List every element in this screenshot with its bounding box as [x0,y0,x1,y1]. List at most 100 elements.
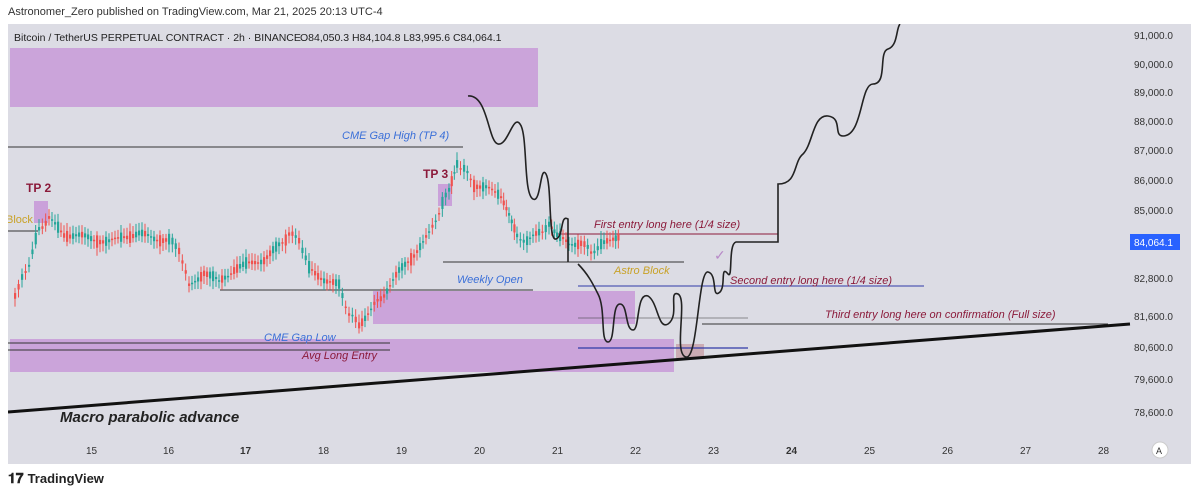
candle-body [358,322,361,329]
candle-body [529,237,532,240]
check-icon: ✓ [714,247,726,263]
x-tick-label: 18 [318,446,330,457]
candle-body [456,160,459,168]
demand-zone-mid [373,291,635,324]
candle-body [99,239,102,245]
candle-body [444,192,447,198]
candle-body [401,263,404,271]
candle-body [532,234,535,237]
x-tick-label: 15 [86,446,98,457]
chart-area[interactable]: Bitcoin / TetherUS PERPETUAL CONTRACT · … [6,23,1191,464]
x-tick-label: 23 [708,446,720,457]
candle-body [526,236,529,246]
candle-body [422,241,425,243]
y-tick-label: 89,000.0 [1134,88,1173,99]
candle-body [516,233,519,238]
candle-body [245,257,248,269]
candle-body [233,267,236,274]
candle-body [609,239,612,242]
candle-body [428,231,431,233]
candle-body [376,299,379,302]
ohlc-label: O84,050.3 H84,104.8 L83,995.6 C84,064.1 [300,32,502,44]
candle-body [275,241,278,252]
candle-body [72,233,75,239]
candle-body [571,244,574,246]
candle-body [81,231,84,238]
candle-body [34,232,37,245]
x-axis: 15 16 17 18 19 20 21 22 23 24 25 26 27 28 [86,446,1110,457]
candle-body [165,238,168,242]
candle-body [194,280,197,283]
macro-trendline [7,322,1131,414]
candle-body [479,185,482,189]
candle-body [577,239,580,250]
publisher-line: Astronomer_Zero published on TradingView… [8,6,383,18]
candle-body [263,257,266,265]
candle-body [184,270,187,274]
y-tick-label: 82,800.0 [1134,274,1173,285]
auto-scale-button[interactable] [1151,441,1169,459]
candle-body [38,227,41,231]
tp2-marker-box [34,201,48,223]
candle-body [126,235,129,240]
candle-body [200,272,203,282]
candle-body [251,260,254,265]
x-tick-label: 21 [552,446,564,457]
x-tick-label: 24 [786,446,798,457]
candle-body [266,255,269,259]
candle-body [320,277,323,281]
candle-body [230,273,233,275]
candle-body [485,185,488,189]
footer-brand: TradingView [27,471,104,486]
candle-body [580,240,583,247]
candle-body [212,271,215,282]
astro-block-label: Astro Block [613,265,670,277]
candle-body [379,296,382,302]
candle-body [304,255,307,261]
candle-body [311,269,314,271]
candle-body [593,250,596,254]
candle-body [469,178,472,181]
candle-body [568,243,571,246]
candle-body [351,314,354,317]
x-tick-label: 28 [1098,446,1110,457]
candle-body [373,301,376,305]
auto-scale-label: A [1156,446,1162,456]
candle-body [171,237,174,245]
candle-body [348,313,351,316]
y-tick-label: 85,000.0 [1134,206,1173,217]
candle-body [191,282,194,285]
candle-body [473,179,476,193]
candle-body [102,240,105,244]
candle-body [505,207,508,211]
candle-body [494,191,497,193]
candle-body [466,170,469,174]
candle-body [147,234,150,237]
candle-body [392,279,395,281]
y-tick-label: 78,600.0 [1134,408,1173,419]
candle-body [242,261,245,267]
candle-body [51,219,54,221]
candle-body [44,220,47,226]
tp3-label: TP 3 [423,167,448,181]
candle-body [14,293,17,299]
price-chart[interactable]: Bitcoin / TetherUS PERPETUAL CONTRACT · … [6,23,1191,464]
candle-body [354,316,357,323]
y-axis: 91,000.0 90,000.0 89,000.0 88,000.0 87,000.0… [1134,31,1173,419]
macro-label: Macro parabolic advance [60,409,239,426]
candle-body [548,221,551,227]
candle-body [108,239,111,243]
candle-body [395,271,398,278]
candle-body [203,270,206,277]
candle-body [603,240,606,244]
candle-body [168,233,171,245]
candle-body [617,234,620,241]
candle-body [114,237,117,240]
candle-body [153,236,156,242]
candle-body [614,235,617,242]
y-tick-label: 90,000.0 [1134,60,1173,71]
candle-body [291,231,294,236]
candle-body [370,308,373,311]
supply-zone-top [10,48,538,107]
block-left-label: Block [8,214,33,226]
